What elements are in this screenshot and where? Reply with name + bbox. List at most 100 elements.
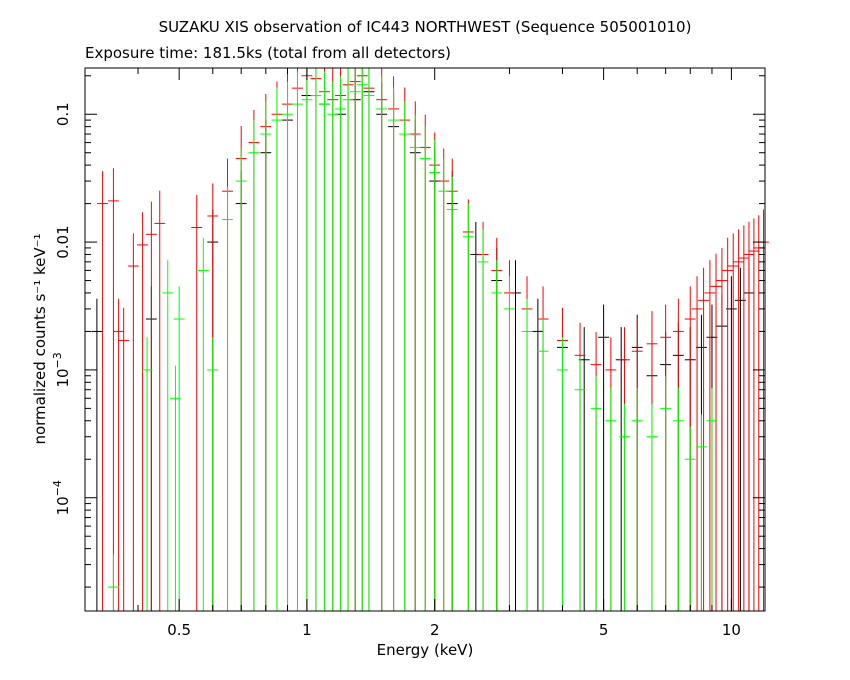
data-point: [504, 276, 515, 611]
data-point: [335, 76, 346, 611]
data-point: [738, 225, 750, 611]
data-point: [716, 247, 728, 611]
data-point: [113, 298, 125, 611]
data-point: [356, 68, 368, 611]
data-point: [349, 68, 361, 611]
data-point: [477, 229, 489, 611]
data-point: [292, 71, 303, 611]
y-tick-mantissa: 0.01: [54, 225, 72, 258]
data-point: [698, 267, 710, 611]
data-point: [162, 260, 174, 611]
data-point: [646, 404, 658, 611]
series-1: [97, 68, 769, 611]
data-point: [695, 414, 707, 611]
data-point: [327, 81, 339, 611]
data-point: [107, 168, 119, 611]
data-point: [748, 218, 760, 611]
data-point: [141, 337, 153, 611]
data-point: [282, 81, 293, 611]
data-point: [438, 158, 450, 611]
y-tick-exponent: −4: [51, 480, 64, 496]
data-point: [631, 388, 643, 611]
data-point: [429, 139, 441, 611]
data-point: [743, 221, 755, 611]
data-point: [706, 388, 718, 611]
data-point: [470, 221, 482, 611]
data-point: [619, 404, 630, 611]
data-point: [532, 298, 544, 611]
data-point: [127, 233, 139, 611]
data-point: [660, 375, 672, 611]
data-point: [557, 337, 568, 611]
data-point: [137, 212, 149, 611]
x-tick-label: 1: [302, 621, 312, 639]
data-point: [310, 68, 322, 611]
data-point: [97, 170, 109, 611]
data-point: [107, 554, 119, 611]
data-point: [301, 68, 313, 611]
data-point: [248, 120, 260, 611]
data-point: [91, 298, 103, 611]
plot-frame: [84, 67, 766, 612]
series-2: [107, 68, 718, 611]
data-point: [521, 298, 533, 611]
data-point: [154, 190, 166, 611]
data-layer: [91, 68, 769, 611]
data-point: [598, 304, 610, 611]
data-point: [446, 176, 458, 611]
data-point: [758, 209, 769, 611]
data-point: [537, 318, 549, 611]
x-tick-label: 10: [722, 621, 741, 639]
y-axis-label: normalized counts s⁻¹ keV⁻¹: [31, 233, 49, 444]
data-point: [704, 260, 716, 611]
data-point: [753, 215, 765, 611]
data-point: [222, 186, 233, 611]
series-0: [91, 68, 755, 611]
data-point: [510, 260, 521, 611]
data-point: [145, 201, 157, 611]
y-tick-label: 0.01: [54, 225, 72, 258]
data-point: [207, 337, 219, 611]
data-point: [691, 276, 703, 611]
data-point: [419, 125, 431, 611]
y-tick-label: 0.1: [54, 102, 72, 126]
y-tick-label: 10−4: [51, 480, 72, 515]
data-point: [684, 426, 696, 611]
ticks-layer: 0.5 1 2 5 1010−410−30.010.1: [51, 68, 765, 639]
data-point: [590, 375, 602, 611]
data-point: [118, 307, 130, 611]
y-tick-mantissa: 10: [54, 496, 72, 515]
data-point: [409, 114, 421, 611]
data-point: [605, 388, 617, 611]
data-point: [399, 101, 411, 611]
data-point: [462, 204, 474, 611]
data-point: [710, 253, 722, 611]
data-point: [376, 76, 388, 611]
data-point: [388, 87, 400, 611]
data-point: [271, 87, 283, 611]
y-tick-mantissa: 0.1: [54, 102, 72, 126]
data-point: [319, 71, 330, 611]
y-tick-mantissa: 10: [54, 368, 72, 387]
data-point: [197, 237, 209, 611]
data-point: [672, 388, 684, 611]
chart-subtitle: Exposure time: 181.5ks (total from all d…: [85, 44, 452, 62]
data-point: [578, 327, 590, 611]
data-point: [733, 229, 745, 611]
y-tick-exponent: −3: [51, 352, 64, 368]
x-tick-label: 0.5: [167, 621, 191, 639]
data-point: [191, 194, 203, 611]
x-axis-label: Energy (keV): [377, 641, 474, 659]
x-tick-label: 2: [430, 621, 440, 639]
data-point: [574, 357, 586, 611]
data-point: [173, 286, 185, 611]
y-tick-label: 10−3: [51, 352, 72, 387]
chart-title: SUZAKU XIS observation of IC443 NORTHWES…: [158, 18, 692, 36]
data-point: [260, 101, 272, 611]
data-point: [491, 260, 503, 611]
data-point: [727, 233, 739, 611]
data-point: [722, 237, 734, 611]
data-point: [363, 68, 375, 611]
data-point: [235, 148, 247, 611]
